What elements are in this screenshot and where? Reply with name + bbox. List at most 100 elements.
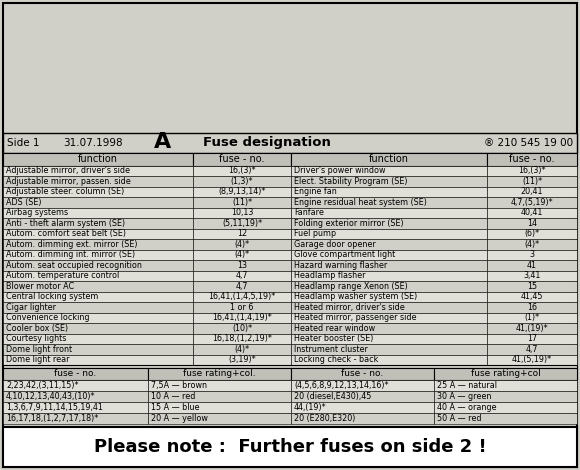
Text: 16,41,(1,4,19)*: 16,41,(1,4,19)* <box>212 313 272 322</box>
Bar <box>148 391 291 402</box>
Bar <box>3 228 193 239</box>
Bar <box>3 152 193 165</box>
Bar <box>193 313 291 323</box>
Text: (1,3)*: (1,3)* <box>231 177 253 186</box>
Bar <box>291 250 487 260</box>
Bar <box>291 239 487 250</box>
Bar <box>487 239 577 250</box>
Bar <box>291 344 487 354</box>
Text: Airbag systems: Airbag systems <box>6 208 68 217</box>
Text: Adjustable mirror, passen. side: Adjustable mirror, passen. side <box>6 177 130 186</box>
Text: 16,41,(1,4,5,19)*: 16,41,(1,4,5,19)* <box>208 292 276 301</box>
Bar <box>487 228 577 239</box>
Bar <box>291 413 434 424</box>
Bar <box>291 176 487 187</box>
Bar <box>3 197 193 207</box>
Bar <box>3 354 193 365</box>
Bar <box>3 271 193 281</box>
Text: Folding exterior mirror (SE): Folding exterior mirror (SE) <box>294 219 404 228</box>
Bar <box>193 302 291 313</box>
Bar <box>193 176 291 187</box>
Text: (1)*: (1)* <box>524 313 539 322</box>
Bar <box>434 368 577 380</box>
Bar <box>3 344 193 354</box>
Text: A: A <box>154 133 172 152</box>
Text: 20 A — yellow: 20 A — yellow <box>151 414 208 423</box>
Text: Side 1: Side 1 <box>7 138 39 148</box>
Text: 15: 15 <box>527 282 537 291</box>
Text: 4,7,(5,19)*: 4,7,(5,19)* <box>510 198 553 207</box>
Bar <box>3 313 193 323</box>
Bar <box>3 218 193 228</box>
Text: 16: 16 <box>527 303 537 312</box>
Text: Adjustable mirror, driver's side: Adjustable mirror, driver's side <box>6 166 130 175</box>
Bar <box>487 197 577 207</box>
Bar <box>3 334 193 344</box>
Bar <box>487 354 577 365</box>
Bar <box>193 291 291 302</box>
Text: (4)*: (4)* <box>234 250 249 259</box>
Bar <box>193 187 291 197</box>
Text: Engine residual heat system (SE): Engine residual heat system (SE) <box>294 198 427 207</box>
Bar <box>291 197 487 207</box>
Text: 41: 41 <box>527 261 537 270</box>
Text: Heated mirror, passenger side: Heated mirror, passenger side <box>294 313 416 322</box>
Text: Fuse designation: Fuse designation <box>203 136 331 149</box>
Text: 10 A — red: 10 A — red <box>151 392 195 401</box>
Bar <box>487 260 577 271</box>
Text: (5,11,19)*: (5,11,19)* <box>222 219 262 228</box>
Text: Instrument cluster: Instrument cluster <box>294 345 368 354</box>
Bar <box>193 281 291 291</box>
Bar <box>487 302 577 313</box>
Bar <box>434 391 577 402</box>
Bar <box>193 228 291 239</box>
Bar <box>148 380 291 391</box>
Bar <box>148 413 291 424</box>
Text: (4)*: (4)* <box>234 345 249 354</box>
Text: fuse - no.: fuse - no. <box>55 369 97 378</box>
Text: 1,3,6,7,9,11,14,15,19,41: 1,3,6,7,9,11,14,15,19,41 <box>6 403 103 412</box>
Text: 17: 17 <box>527 334 537 343</box>
Text: 16,18,(1,2,19)*: 16,18,(1,2,19)* <box>212 334 272 343</box>
Bar <box>291 302 487 313</box>
Text: 40 A — orange: 40 A — orange <box>437 403 496 412</box>
Text: Heater booster (SE): Heater booster (SE) <box>294 334 374 343</box>
Text: 41,(19)*: 41,(19)* <box>516 324 548 333</box>
Text: Courtesy lights: Courtesy lights <box>6 334 66 343</box>
Text: 3,41: 3,41 <box>523 271 541 280</box>
Text: (8,9,13,14)*: (8,9,13,14)* <box>218 187 266 196</box>
Bar <box>291 391 434 402</box>
Bar <box>487 250 577 260</box>
Bar <box>487 344 577 354</box>
Bar <box>3 427 577 467</box>
Text: Autom. comfort seat belt (SE): Autom. comfort seat belt (SE) <box>6 229 126 238</box>
Bar <box>3 281 193 291</box>
Text: 10,13: 10,13 <box>231 208 253 217</box>
Text: ADS (SE): ADS (SE) <box>6 198 42 207</box>
Text: 20 (diesel,E430),45: 20 (diesel,E430),45 <box>294 392 371 401</box>
Text: Headlamp flasher: Headlamp flasher <box>294 271 365 280</box>
Text: Headlamp range Xenon (SE): Headlamp range Xenon (SE) <box>294 282 408 291</box>
Text: 20 (E280,E320): 20 (E280,E320) <box>294 414 356 423</box>
Bar <box>3 176 193 187</box>
Text: ® 210 545 19 00: ® 210 545 19 00 <box>484 138 573 148</box>
Bar <box>193 260 291 271</box>
Bar <box>487 291 577 302</box>
Bar <box>193 354 291 365</box>
Text: fuse rating+col: fuse rating+col <box>470 369 541 378</box>
Text: fuse - no.: fuse - no. <box>342 369 383 378</box>
Bar <box>487 323 577 334</box>
Bar <box>3 323 193 334</box>
Bar <box>291 313 487 323</box>
Bar <box>487 218 577 228</box>
Text: (11)*: (11)* <box>522 177 542 186</box>
Text: fuse - no.: fuse - no. <box>509 154 554 164</box>
Bar <box>291 228 487 239</box>
Text: Dome light front: Dome light front <box>6 345 72 354</box>
Bar <box>487 334 577 344</box>
Bar <box>3 165 193 176</box>
Text: Dome light rear: Dome light rear <box>6 355 70 364</box>
Bar <box>3 365 577 368</box>
Text: Convenience locking: Convenience locking <box>6 313 89 322</box>
Text: 14: 14 <box>527 219 537 228</box>
